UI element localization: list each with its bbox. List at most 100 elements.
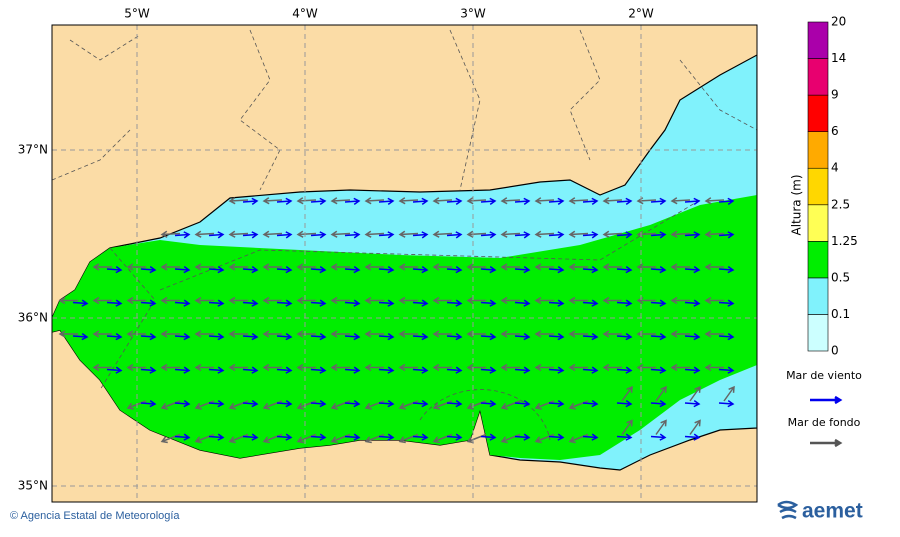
credit: © Agencia Estatal de Meteorología	[10, 510, 180, 522]
arrow	[174, 433, 191, 441]
arrow	[412, 231, 429, 239]
arrow	[208, 266, 225, 274]
arrow	[548, 197, 565, 205]
arrow	[344, 266, 361, 274]
arrow	[650, 366, 667, 374]
logo-text: aemet	[802, 500, 863, 523]
arrow	[310, 400, 327, 408]
colorbar-bin	[807, 58, 829, 96]
arrow	[432, 197, 453, 205]
arrow	[228, 400, 249, 410]
arrow	[296, 197, 317, 205]
arrow	[160, 230, 181, 238]
arrow	[582, 231, 599, 239]
arrow	[534, 363, 554, 372]
arrow	[446, 433, 463, 441]
arrow	[194, 263, 214, 271]
arrow	[228, 197, 249, 205]
colorbar-label: 0	[831, 344, 839, 358]
arrow	[262, 433, 283, 444]
arrow	[344, 299, 361, 307]
arrow	[718, 197, 735, 205]
arrow	[174, 333, 191, 341]
arrow	[466, 197, 487, 205]
arrow	[480, 366, 497, 374]
arrow	[330, 433, 351, 444]
arrow	[568, 330, 588, 338]
arrow	[534, 330, 554, 338]
arrow	[446, 299, 463, 307]
arrow	[500, 433, 521, 444]
arrow	[194, 400, 215, 410]
arrow	[276, 299, 293, 307]
arrow	[718, 366, 735, 374]
arrow	[718, 231, 735, 239]
arrow	[582, 333, 599, 341]
arrow	[446, 400, 463, 408]
arrow	[310, 231, 327, 239]
arrow	[568, 400, 589, 410]
arrow	[310, 197, 327, 205]
arrow	[106, 333, 123, 341]
arrow	[398, 197, 419, 205]
sea-green	[52, 195, 757, 460]
arrow	[548, 266, 565, 274]
arrow	[548, 231, 565, 239]
arrow	[160, 400, 181, 410]
arrow	[582, 433, 599, 441]
arrow	[364, 263, 384, 271]
arrow	[228, 230, 249, 238]
arrow	[262, 296, 282, 305]
arrow	[670, 330, 690, 338]
colorbar-label: 0.5	[831, 270, 850, 284]
arrow	[616, 299, 633, 307]
arrow	[242, 400, 259, 408]
arrow	[276, 433, 293, 441]
arrow	[480, 400, 497, 408]
arrow	[378, 400, 395, 408]
arrow	[310, 299, 327, 307]
colorbar-label: 9	[831, 88, 839, 102]
arrow	[58, 296, 78, 305]
colorbar-title: Altura (m)	[790, 174, 804, 235]
arrow	[208, 333, 225, 341]
arrow	[582, 197, 599, 205]
arrow	[650, 197, 667, 205]
legend-arrows	[810, 395, 843, 448]
arrow	[276, 400, 293, 408]
arrow	[568, 363, 588, 372]
arrow	[208, 231, 225, 239]
arrow	[534, 230, 555, 238]
colorbar-bin	[807, 204, 829, 242]
arrow	[378, 266, 395, 274]
arrow	[364, 330, 384, 338]
arrow	[378, 333, 395, 341]
arrow	[160, 296, 180, 305]
arrow	[140, 366, 157, 374]
arrow	[344, 433, 361, 441]
arrow	[655, 385, 667, 402]
arrow	[514, 333, 531, 341]
arrow	[670, 363, 690, 372]
arrow	[432, 400, 453, 410]
arrow	[412, 366, 429, 374]
arrow	[398, 263, 418, 271]
arrow	[689, 419, 701, 435]
arrow	[602, 296, 622, 305]
arrow	[228, 363, 248, 372]
arrow	[534, 400, 555, 410]
arrow	[126, 296, 146, 305]
arrow	[412, 400, 429, 408]
colorbar-label: 2.5	[831, 197, 850, 211]
arrow	[514, 299, 531, 307]
arrow	[344, 197, 361, 205]
colorbar-label: 20	[831, 15, 846, 29]
lon-label: 2°W	[628, 7, 654, 21]
arrow	[480, 231, 497, 239]
arrow	[242, 231, 259, 239]
arrow	[364, 230, 385, 238]
arrow	[466, 296, 486, 305]
arrow	[72, 299, 89, 307]
arrow	[364, 363, 384, 372]
arrow	[480, 433, 497, 441]
